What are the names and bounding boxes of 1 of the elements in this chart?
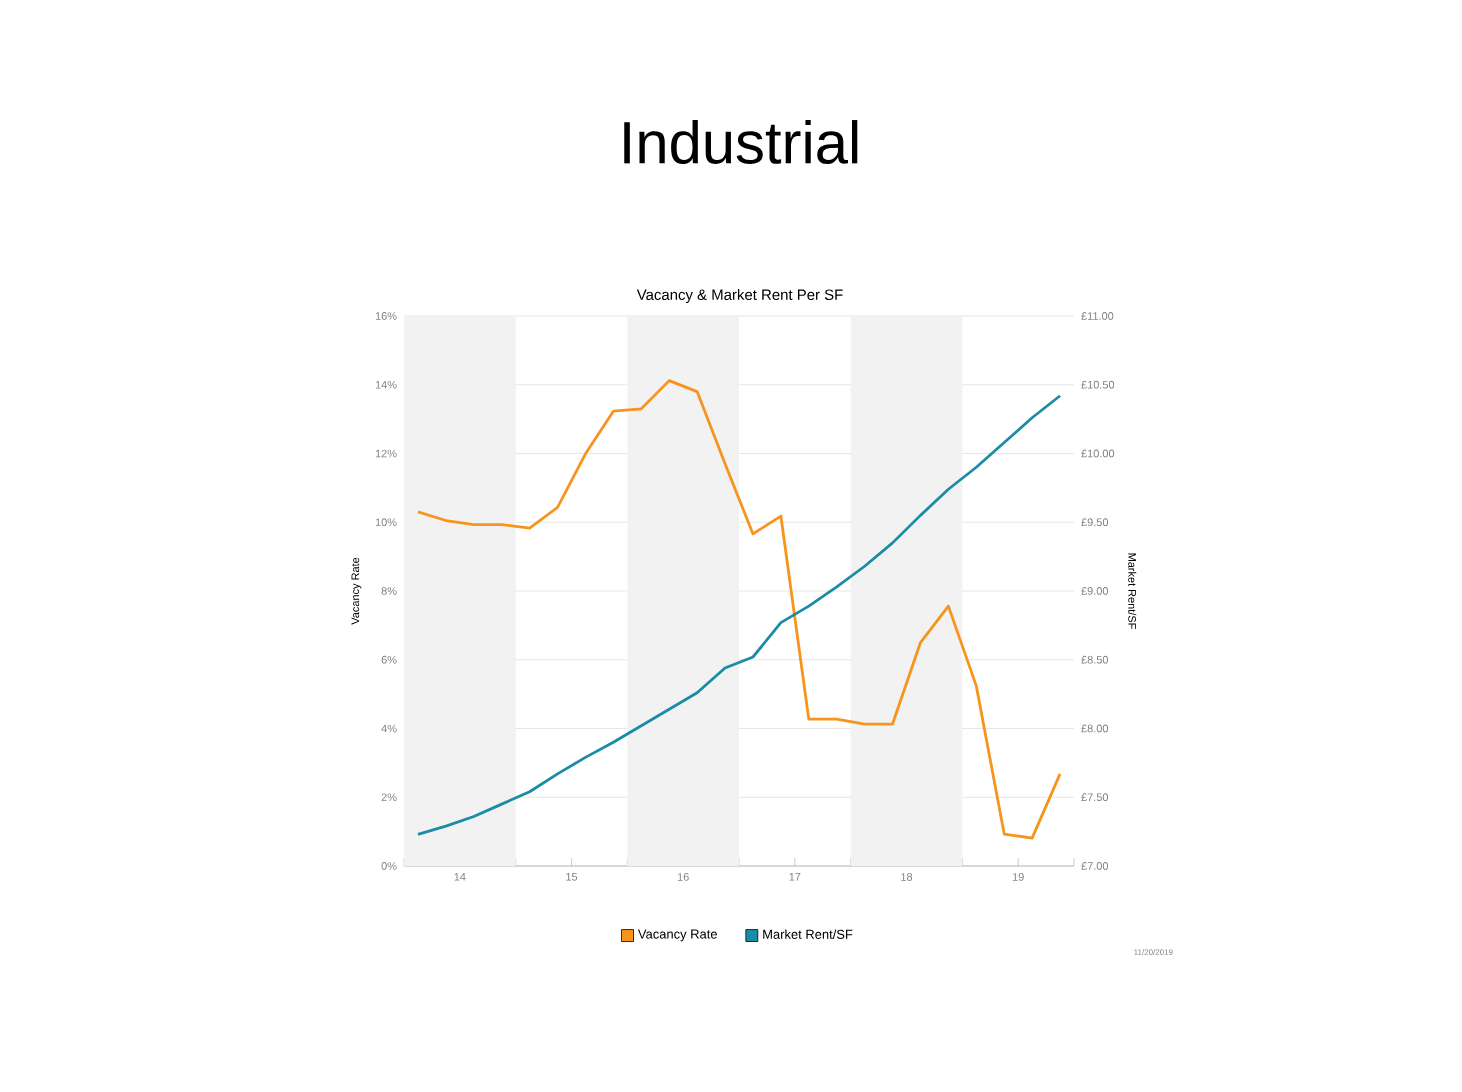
chart-title: Industrial (624, 120, 858, 164)
